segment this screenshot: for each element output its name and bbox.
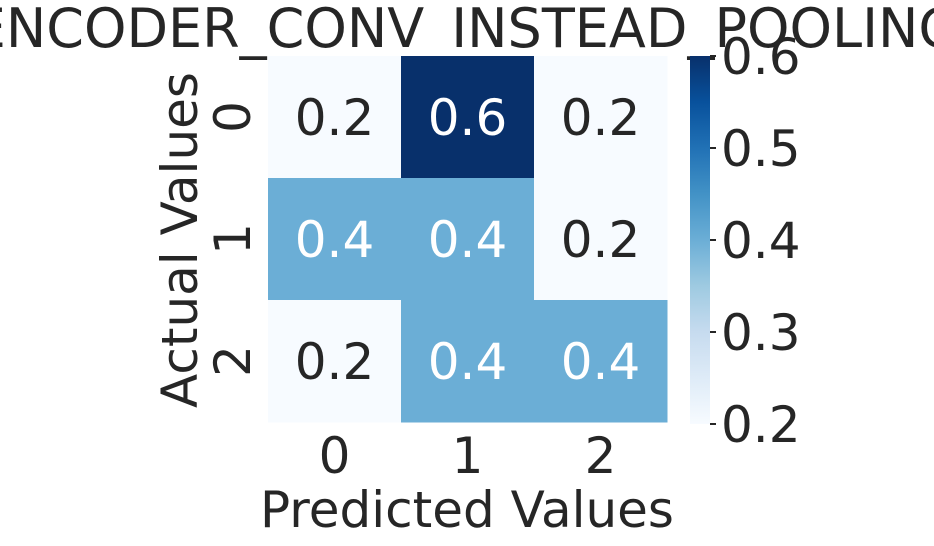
x-tick-label: 2 <box>585 427 617 485</box>
heatmap-cell <box>268 178 402 301</box>
x-tick-label: 1 <box>452 427 484 485</box>
cell-value-label: 0.4 <box>561 333 641 391</box>
heatmap-cell <box>401 178 535 301</box>
y-tick-label: 2 <box>204 345 262 377</box>
colorbar-tick-label: 0.6 <box>721 28 801 86</box>
cell-value-label: 0.4 <box>428 211 508 269</box>
cell-value-label: 0.2 <box>295 89 375 147</box>
y-tick-label: 0 <box>204 101 262 133</box>
colorbar-ticks: 0.2 0.3 0.4 0.5 0.6 <box>710 28 801 454</box>
colorbar-tick-label: 0.3 <box>721 304 801 362</box>
colorbar <box>690 56 710 424</box>
heatmap-cells <box>268 56 668 423</box>
x-axis-label: Predicted Values <box>260 481 674 539</box>
cell-value-label: 0.4 <box>428 333 508 391</box>
chart-title: ENCODER_CONV_INSTEAD_POOLING <box>0 0 934 60</box>
colorbar-tick-label: 0.5 <box>721 120 801 178</box>
y-tick-label: 1 <box>204 223 262 255</box>
heatmap-cell <box>534 56 668 179</box>
cell-value-label: 0.2 <box>295 333 375 391</box>
x-axis-ticks: 0 1 2 <box>319 427 617 485</box>
x-tick-label: 0 <box>319 427 351 485</box>
heatmap-cell <box>401 300 535 423</box>
cell-value-label: 0.6 <box>428 89 508 147</box>
heatmap-cell <box>268 56 402 179</box>
cell-value-label: 0.2 <box>561 211 641 269</box>
heatmap-cell <box>534 178 668 301</box>
cell-value-label: 0.4 <box>295 211 375 269</box>
colorbar-tick-label: 0.2 <box>721 396 801 454</box>
colorbar-tick-label: 0.4 <box>721 212 801 270</box>
y-axis-label: Actual Values <box>151 72 209 408</box>
y-axis-ticks: 0 1 2 <box>204 101 262 377</box>
heatmap-cell <box>534 300 668 423</box>
heatmap-cell <box>401 56 535 179</box>
heatmap-annotations: 0.2 0.6 0.2 0.4 0.4 0.2 0.2 0.4 0.4 <box>295 89 641 391</box>
cell-value-label: 0.2 <box>561 89 641 147</box>
heatmap-cell <box>268 300 402 423</box>
